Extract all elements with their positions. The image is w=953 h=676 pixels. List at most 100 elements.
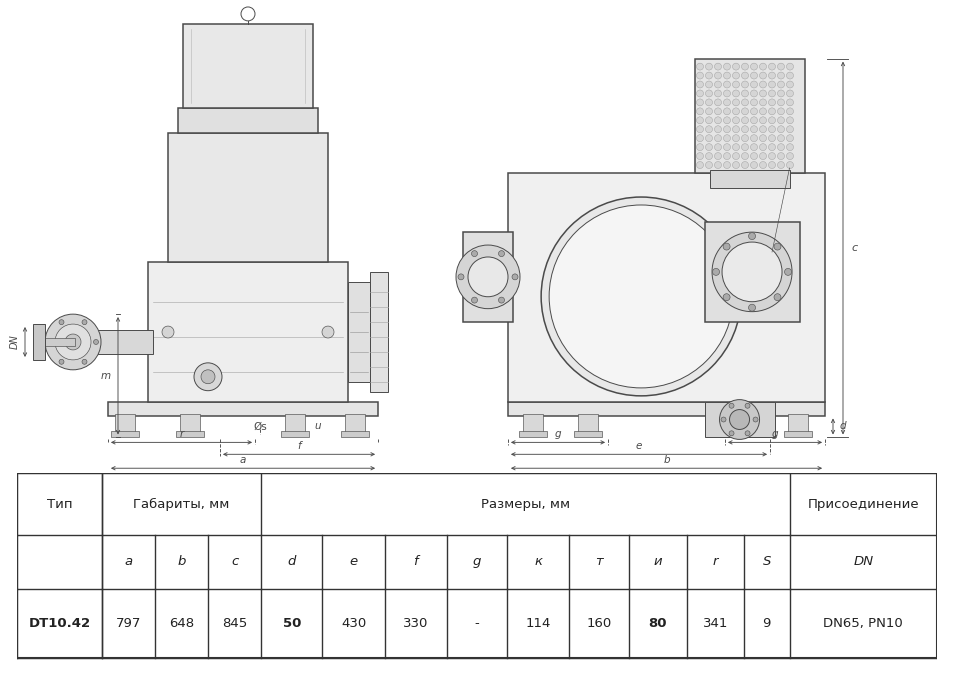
Circle shape	[549, 205, 732, 388]
Circle shape	[714, 99, 720, 106]
Circle shape	[162, 326, 173, 338]
Circle shape	[705, 108, 712, 115]
Circle shape	[740, 153, 748, 160]
Circle shape	[777, 90, 783, 97]
Circle shape	[732, 108, 739, 115]
Bar	[507, 402, 824, 416]
Circle shape	[696, 90, 702, 97]
Circle shape	[457, 274, 463, 280]
Circle shape	[705, 153, 712, 160]
Circle shape	[768, 81, 775, 88]
Bar	[462, 232, 513, 322]
Circle shape	[785, 81, 793, 88]
Circle shape	[722, 63, 730, 70]
Circle shape	[759, 153, 765, 160]
Circle shape	[722, 144, 730, 151]
Circle shape	[322, 326, 334, 338]
Bar	[787, 414, 807, 433]
Circle shape	[785, 90, 793, 97]
Circle shape	[750, 63, 757, 70]
Circle shape	[732, 117, 739, 124]
Circle shape	[759, 108, 765, 115]
Circle shape	[48, 339, 52, 345]
Circle shape	[750, 126, 757, 132]
Circle shape	[740, 90, 748, 97]
Circle shape	[714, 117, 720, 124]
Bar	[43, 338, 75, 346]
Circle shape	[471, 251, 477, 257]
Circle shape	[722, 162, 730, 168]
Circle shape	[748, 304, 755, 311]
Text: Размеры, мм: Размеры, мм	[480, 498, 569, 510]
Text: c: c	[851, 243, 857, 253]
Circle shape	[759, 90, 765, 97]
Circle shape	[705, 117, 712, 124]
Text: 430: 430	[341, 617, 366, 630]
Circle shape	[777, 153, 783, 160]
Circle shape	[759, 99, 765, 106]
Circle shape	[785, 135, 793, 142]
Circle shape	[722, 90, 730, 97]
Circle shape	[750, 153, 757, 160]
Circle shape	[722, 108, 730, 115]
Circle shape	[705, 162, 712, 168]
Bar	[783, 431, 811, 437]
Circle shape	[740, 63, 748, 70]
Text: 797: 797	[115, 617, 141, 630]
Circle shape	[714, 153, 720, 160]
Circle shape	[696, 126, 702, 132]
Circle shape	[714, 135, 720, 142]
Circle shape	[750, 117, 757, 124]
Bar	[370, 272, 388, 391]
Circle shape	[705, 72, 712, 79]
Text: т: т	[595, 555, 602, 569]
Circle shape	[768, 153, 775, 160]
Circle shape	[714, 90, 720, 97]
Circle shape	[714, 162, 720, 168]
Circle shape	[785, 108, 793, 115]
Circle shape	[777, 63, 783, 70]
Circle shape	[722, 126, 730, 132]
Circle shape	[201, 370, 214, 384]
Circle shape	[59, 359, 64, 364]
Text: f: f	[297, 441, 300, 452]
Text: Øs: Øs	[253, 421, 267, 431]
Circle shape	[705, 81, 712, 88]
Circle shape	[696, 135, 702, 142]
Text: r: r	[179, 429, 183, 439]
Bar	[727, 414, 747, 433]
Circle shape	[696, 108, 702, 115]
Circle shape	[711, 232, 791, 312]
Circle shape	[712, 268, 719, 275]
Text: -: -	[475, 617, 478, 630]
Circle shape	[719, 400, 759, 439]
Text: b: b	[662, 455, 669, 465]
Bar	[148, 262, 348, 402]
Circle shape	[785, 153, 793, 160]
Circle shape	[750, 144, 757, 151]
Circle shape	[752, 417, 758, 422]
Circle shape	[744, 404, 749, 408]
Bar	[168, 133, 328, 262]
Circle shape	[777, 108, 783, 115]
Circle shape	[468, 257, 507, 297]
Circle shape	[759, 117, 765, 124]
Text: d: d	[839, 421, 845, 431]
Text: r: r	[712, 555, 718, 569]
Circle shape	[696, 162, 702, 168]
Text: g: g	[554, 429, 560, 439]
Text: g: g	[473, 555, 480, 569]
Text: g: g	[771, 429, 778, 439]
Circle shape	[768, 72, 775, 79]
Circle shape	[720, 417, 725, 422]
Circle shape	[768, 108, 775, 115]
Circle shape	[512, 274, 517, 280]
Circle shape	[722, 81, 730, 88]
Bar	[704, 222, 799, 322]
Circle shape	[696, 99, 702, 106]
Circle shape	[65, 334, 81, 350]
Text: 9: 9	[761, 617, 770, 630]
Circle shape	[785, 126, 793, 132]
Circle shape	[768, 135, 775, 142]
Circle shape	[93, 339, 98, 345]
